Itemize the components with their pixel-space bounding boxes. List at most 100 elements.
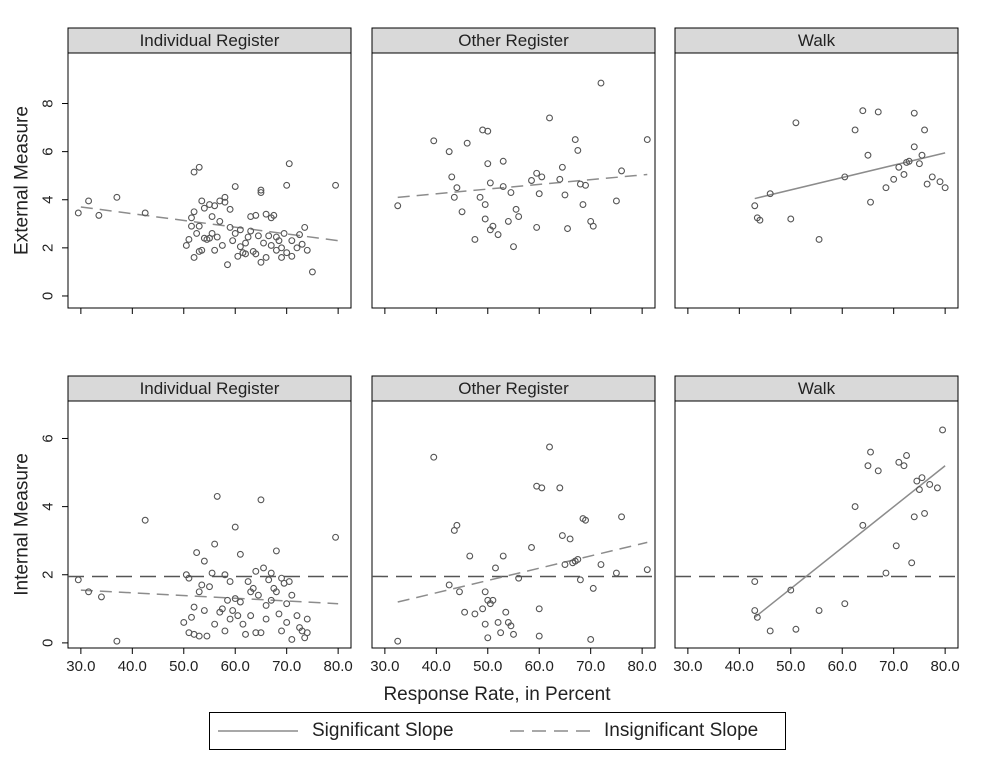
data-point (915, 486, 923, 494)
data-point (859, 521, 867, 529)
data-point (180, 618, 188, 626)
data-point (298, 240, 306, 248)
data-point (874, 108, 882, 116)
plot-area (674, 400, 959, 649)
x-tick-label: 30.0 (66, 658, 95, 675)
x-axis: 30.0 40.0 50.0 60.0 70.0 80.0 (673, 648, 960, 675)
data-point (504, 217, 512, 225)
data-point (226, 578, 234, 586)
data-point (262, 615, 270, 623)
data-point (582, 181, 589, 189)
data-point (481, 588, 489, 596)
data-point (74, 576, 82, 584)
data-point (766, 627, 774, 635)
data-point (564, 225, 571, 233)
data-point (226, 205, 234, 213)
data-point (515, 574, 523, 582)
data-point (903, 452, 910, 459)
x-tick-label: 60.0 (525, 658, 554, 675)
data-point (185, 574, 193, 582)
x-tick-label: 30.0 (370, 658, 399, 675)
data-point (190, 603, 198, 611)
data-point (257, 496, 265, 504)
data-point (193, 549, 201, 557)
data-point (236, 598, 244, 606)
data-point (926, 481, 934, 488)
data-point (895, 163, 903, 171)
data-point (867, 198, 874, 206)
data-point (229, 607, 237, 614)
data-point (535, 605, 543, 613)
data-point (751, 202, 759, 210)
data-point (864, 151, 872, 159)
x-tick-label: 80.0 (324, 658, 353, 675)
data-point (751, 607, 759, 614)
data-point (224, 261, 231, 269)
data-point (571, 136, 579, 144)
data-point (910, 513, 918, 521)
panel-title: Walk (798, 379, 836, 398)
data-point (497, 629, 505, 637)
x-tick-label: 80.0 (931, 658, 960, 675)
x-tick-label: 50.0 (776, 658, 805, 675)
plot-area (371, 400, 656, 649)
panel-strip (67, 375, 352, 402)
data-point (283, 181, 291, 189)
data-point (252, 567, 260, 575)
data-point (257, 629, 265, 637)
data-point (113, 193, 121, 201)
data-point (262, 210, 270, 218)
data-point (892, 542, 900, 550)
x-tick-label: 70.0 (272, 658, 301, 675)
data-point (242, 250, 249, 258)
y-tick-label: 0 (40, 292, 57, 300)
data-point (479, 605, 487, 613)
data-point (288, 252, 296, 260)
data-point (229, 237, 237, 245)
data-point (574, 146, 582, 154)
data-point (787, 586, 795, 594)
y-axis-label: Internal Measure (12, 453, 33, 596)
data-point (278, 254, 285, 261)
data-point (224, 596, 231, 604)
data-point (267, 596, 275, 604)
data-point (247, 227, 255, 235)
data-point (546, 443, 553, 451)
data-point (288, 591, 296, 599)
data-point (528, 544, 535, 551)
data-point (200, 607, 208, 614)
fit-line (397, 173, 648, 199)
data-point (236, 243, 244, 251)
data-point (332, 181, 340, 189)
data-point (900, 462, 908, 470)
data-point (841, 173, 849, 181)
legend: Significant Slope Insignificant Slope (209, 712, 786, 750)
panel-internal-1: Individual Register 0 2 4 6 Internal Measure 3… (12, 375, 353, 675)
data-point (303, 615, 311, 623)
y-tick-label: 6 (40, 434, 57, 442)
data-point (815, 235, 823, 243)
data-point (226, 223, 234, 231)
data-point (198, 246, 206, 254)
data-point (556, 175, 564, 183)
data-point (231, 183, 239, 190)
x-tick-label: 70.0 (879, 658, 908, 675)
data-point (471, 610, 479, 618)
data-point (208, 569, 216, 577)
y-tick-label: 4 (40, 502, 57, 510)
data-point (597, 79, 605, 87)
data-point (574, 555, 582, 563)
data-point (618, 167, 626, 175)
data-point (546, 114, 553, 122)
data-point (561, 191, 569, 199)
data-point (200, 557, 208, 565)
data-point (476, 193, 484, 201)
data-point (260, 239, 267, 247)
data-point (933, 484, 941, 492)
data-point (918, 474, 926, 482)
data-point (453, 521, 461, 529)
data-point (448, 173, 456, 181)
data-point (278, 244, 285, 252)
data-point (430, 453, 438, 461)
figure: Individual Register 0 2 4 6 8 External Measure… (12, 27, 960, 705)
